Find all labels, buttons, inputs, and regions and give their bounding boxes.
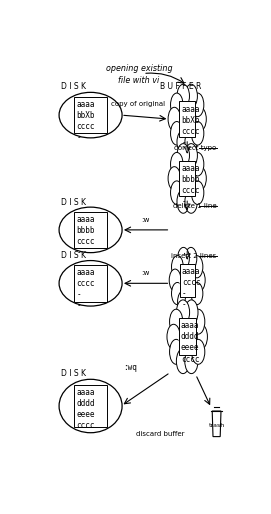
Circle shape [170, 121, 183, 145]
Circle shape [194, 167, 206, 190]
Circle shape [169, 269, 181, 291]
Circle shape [170, 153, 183, 176]
Circle shape [172, 283, 183, 305]
Text: :w: :w [141, 270, 150, 276]
Circle shape [170, 93, 183, 117]
Circle shape [176, 300, 190, 325]
Circle shape [177, 84, 189, 108]
Text: aaaa
cccc
-
-: aaaa cccc - - [182, 267, 200, 309]
Text: D I S K: D I S K [61, 369, 86, 378]
Text: copy of original: copy of original [111, 101, 165, 107]
Text: aaaa
dddd
eeee
cccc: aaaa dddd eeee cccc [77, 388, 95, 430]
Ellipse shape [59, 379, 122, 433]
Text: trash: trash [208, 423, 225, 428]
FancyBboxPatch shape [74, 265, 107, 302]
Circle shape [185, 348, 198, 374]
Circle shape [185, 300, 198, 325]
Circle shape [191, 121, 204, 145]
Circle shape [185, 291, 197, 313]
Circle shape [185, 143, 197, 167]
Text: aaaa
bbXb
cccc
-: aaaa bbXb cccc - [182, 104, 200, 147]
Circle shape [177, 131, 189, 154]
Circle shape [178, 247, 189, 269]
Circle shape [170, 309, 183, 334]
Circle shape [179, 163, 196, 194]
Circle shape [179, 265, 195, 295]
Text: D I S K: D I S K [61, 198, 86, 207]
Circle shape [177, 143, 189, 167]
FancyBboxPatch shape [74, 384, 107, 427]
FancyBboxPatch shape [180, 264, 195, 297]
Circle shape [176, 348, 190, 374]
Circle shape [191, 93, 204, 117]
FancyBboxPatch shape [179, 161, 195, 196]
Text: aaaa
dddd
eeee
cccc: aaaa dddd eeee cccc [181, 321, 199, 363]
Circle shape [185, 190, 197, 213]
Circle shape [172, 255, 183, 278]
Polygon shape [212, 411, 221, 436]
Text: D I S K: D I S K [61, 82, 86, 91]
Circle shape [191, 153, 204, 176]
Circle shape [185, 84, 197, 108]
Circle shape [192, 309, 205, 334]
Circle shape [179, 103, 196, 135]
Circle shape [191, 255, 203, 278]
Circle shape [194, 324, 207, 349]
Text: aaaa
bbbb
cccc
-: aaaa bbbb cccc - [77, 215, 95, 257]
Text: B U F F E R: B U F F E R [160, 82, 201, 91]
Text: correct typo: correct typo [174, 145, 217, 151]
Text: :w: :w [141, 217, 150, 223]
Text: D I S K: D I S K [61, 251, 86, 261]
Circle shape [168, 167, 180, 190]
Text: :wq: :wq [124, 363, 137, 372]
Circle shape [185, 247, 197, 269]
Text: insert 2 lines: insert 2 lines [171, 252, 217, 259]
Circle shape [178, 320, 196, 354]
Text: delete 1 line: delete 1 line [173, 203, 217, 209]
Circle shape [185, 131, 197, 154]
Circle shape [192, 339, 205, 364]
Text: discard buffer: discard buffer [136, 431, 184, 437]
Circle shape [170, 181, 183, 205]
Text: aaaa
cccc
-
-: aaaa cccc - - [77, 268, 95, 310]
Circle shape [167, 324, 180, 349]
Ellipse shape [59, 93, 122, 138]
Text: aaaa
bbbb
cccc
-: aaaa bbbb cccc - [182, 164, 200, 206]
FancyBboxPatch shape [74, 212, 107, 248]
Circle shape [193, 269, 205, 291]
FancyBboxPatch shape [179, 101, 195, 137]
Text: aaaa
bbXb
cccc
-: aaaa bbXb cccc - [77, 100, 95, 142]
Circle shape [178, 291, 189, 313]
Ellipse shape [59, 261, 122, 306]
Circle shape [191, 283, 203, 305]
Text: opening existing
file with vi: opening existing file with vi [106, 64, 172, 85]
FancyBboxPatch shape [179, 318, 195, 356]
Circle shape [170, 339, 183, 364]
Ellipse shape [59, 207, 122, 253]
Circle shape [168, 107, 180, 131]
Circle shape [177, 190, 189, 213]
Circle shape [194, 107, 206, 131]
FancyBboxPatch shape [74, 97, 107, 133]
Circle shape [191, 181, 204, 205]
